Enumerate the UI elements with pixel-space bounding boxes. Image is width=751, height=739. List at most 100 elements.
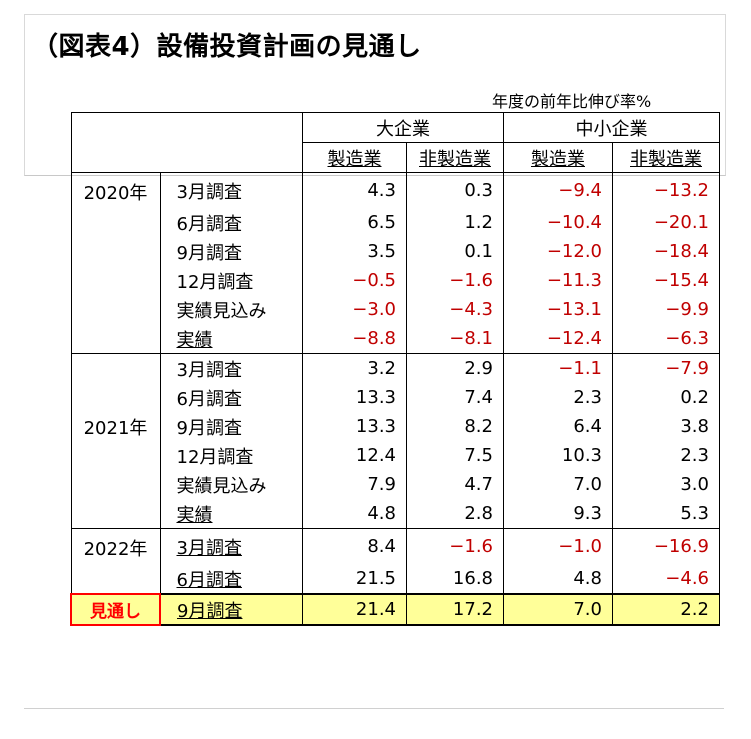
table-row: 9月調査 3.5 0.1 −12.0 −18.4 <box>70 237 720 266</box>
small-mfg-value: −1.0 <box>503 528 613 564</box>
large-nonmfg-value: 7.4 <box>406 383 504 412</box>
small-mfg-value: −11.3 <box>503 266 613 295</box>
figure-title: （図表4）設備投資計画の見通し <box>32 32 422 62</box>
small-nonmfg-value: 0.2 <box>612 383 720 412</box>
table-row: 実績見込み −3.0 −4.3 −13.1 −9.9 <box>70 295 720 324</box>
large-nonmfg-value: 1.2 <box>406 208 504 237</box>
year-cell <box>70 295 160 324</box>
year-cell <box>70 266 160 295</box>
small-nonmfg-value: 3.0 <box>612 470 720 499</box>
table-row: 実績見込み 7.9 4.7 7.0 3.0 <box>70 470 720 499</box>
survey-label: 実績見込み <box>159 470 303 499</box>
survey-label: 3月調査 <box>159 528 303 564</box>
small-mfg-value: −1.1 <box>503 353 613 383</box>
small-nonmfg-value: −15.4 <box>612 266 720 295</box>
table-row: 3月調査 3.2 2.9 −1.1 −7.9 <box>70 353 720 383</box>
table-row: 実績 −8.8 −8.1 −12.4 −6.3 <box>70 324 720 354</box>
year-cell <box>70 324 160 354</box>
year-cell <box>70 441 160 470</box>
survey-label: 実績見込み <box>159 295 303 324</box>
large-mfg-value: 12.4 <box>302 441 407 470</box>
small-nonmfg-value: 5.3 <box>612 499 720 529</box>
small-mfg-value: 7.0 <box>503 470 613 499</box>
small-nonmfg-value: −7.9 <box>612 353 720 383</box>
small-mfg-value: 7.0 <box>503 593 613 626</box>
year-cell <box>70 499 160 529</box>
survey-label: 実績 <box>159 499 303 529</box>
small-mfg-value: −12.0 <box>503 237 613 266</box>
survey-label: 3月調査 <box>159 172 303 208</box>
year-label: 2021年 <box>70 412 160 441</box>
large-nonmfg-value: −1.6 <box>406 266 504 295</box>
survey-label: 6月調査 <box>159 564 303 594</box>
header-large-mfg: 製造業 <box>302 142 407 173</box>
table-row: 実績 4.8 2.8 9.3 5.3 <box>70 499 720 529</box>
small-mfg-value: −10.4 <box>503 208 613 237</box>
year-cell <box>70 237 160 266</box>
large-nonmfg-value: −1.6 <box>406 528 504 564</box>
small-mfg-value: −12.4 <box>503 324 613 354</box>
large-nonmfg-value: 2.8 <box>406 499 504 529</box>
table-row: 6月調査 6.5 1.2 −10.4 −20.1 <box>70 208 720 237</box>
outlook-label: 見通し <box>70 593 161 626</box>
small-mfg-value: 9.3 <box>503 499 613 529</box>
large-nonmfg-value: 0.3 <box>406 172 504 208</box>
year-cell <box>70 383 160 412</box>
header-small: 中小企業 <box>503 112 720 143</box>
header-small-mfg: 製造業 <box>503 142 613 173</box>
small-mfg-value: 6.4 <box>503 412 613 441</box>
table-row: 12月調査 −0.5 −1.6 −11.3 −15.4 <box>70 266 720 295</box>
large-mfg-value: 3.5 <box>302 237 407 266</box>
small-mfg-value: −13.1 <box>503 295 613 324</box>
small-mfg-value: 10.3 <box>503 441 613 470</box>
small-nonmfg-value: −16.9 <box>612 528 720 564</box>
table-row: 6月調査 21.5 16.8 4.8 −4.6 <box>70 564 720 595</box>
large-nonmfg-value: −4.3 <box>406 295 504 324</box>
large-nonmfg-value: 4.7 <box>406 470 504 499</box>
large-nonmfg-value: 7.5 <box>406 441 504 470</box>
small-nonmfg-value: −13.2 <box>612 172 720 208</box>
small-nonmfg-value: 3.8 <box>612 412 720 441</box>
large-mfg-value: 13.3 <box>302 383 407 412</box>
large-mfg-value: 21.5 <box>302 564 407 595</box>
small-nonmfg-value: −18.4 <box>612 237 720 266</box>
year-cell <box>70 208 160 237</box>
large-nonmfg-value: 0.1 <box>406 237 504 266</box>
year-label: 2020年 <box>70 172 160 208</box>
large-mfg-value: 4.3 <box>302 172 407 208</box>
small-mfg-value: 2.3 <box>503 383 613 412</box>
large-mfg-value: 4.8 <box>302 499 407 529</box>
survey-label: 9月調査 <box>159 593 303 626</box>
large-mfg-value: −0.5 <box>302 266 407 295</box>
survey-label: 6月調査 <box>159 208 303 237</box>
large-mfg-value: 6.5 <box>302 208 407 237</box>
year-cell <box>70 470 160 499</box>
large-nonmfg-value: 17.2 <box>406 593 504 626</box>
large-nonmfg-value: −8.1 <box>406 324 504 354</box>
large-mfg-value: −8.8 <box>302 324 407 354</box>
outlook-row: 見通し 9月調査 21.4 17.2 7.0 2.2 <box>70 593 720 626</box>
large-mfg-value: 3.2 <box>302 353 407 383</box>
table-row: 2020年 3月調査 4.3 0.3 −9.4 −13.2 <box>70 172 720 208</box>
small-nonmfg-value: −6.3 <box>612 324 720 354</box>
header-row-2: 製造業 非製造業 製造業 非製造業 <box>70 142 720 173</box>
large-nonmfg-value: 2.9 <box>406 353 504 383</box>
large-nonmfg-value: 8.2 <box>406 412 504 441</box>
header-large: 大企業 <box>302 112 504 143</box>
survey-label: 3月調査 <box>159 353 303 383</box>
table-row: 2021年 9月調査 13.3 8.2 6.4 3.8 <box>70 412 720 441</box>
large-mfg-value: 13.3 <box>302 412 407 441</box>
small-nonmfg-value: −20.1 <box>612 208 720 237</box>
header-row-1: 大企業 中小企業 <box>70 112 720 143</box>
large-mfg-value: 8.4 <box>302 528 407 564</box>
small-mfg-value: 4.8 <box>503 564 613 595</box>
survey-label: 実績 <box>159 324 303 354</box>
table-row: 2022年 3月調査 8.4 −1.6 −1.0 −16.9 <box>70 528 720 564</box>
year-label: 2022年 <box>70 528 160 564</box>
table-row: 12月調査 12.4 7.5 10.3 2.3 <box>70 441 720 470</box>
header-large-nonmfg: 非製造業 <box>406 142 504 173</box>
large-mfg-value: 7.9 <box>302 470 407 499</box>
unit-label: 年度の前年比伸び率% <box>492 92 652 111</box>
survey-label: 9月調査 <box>159 237 303 266</box>
capex-table: 大企業 中小企業 製造業 非製造業 製造業 非製造業 2020年 3月調査 4.3 0… <box>70 112 720 626</box>
